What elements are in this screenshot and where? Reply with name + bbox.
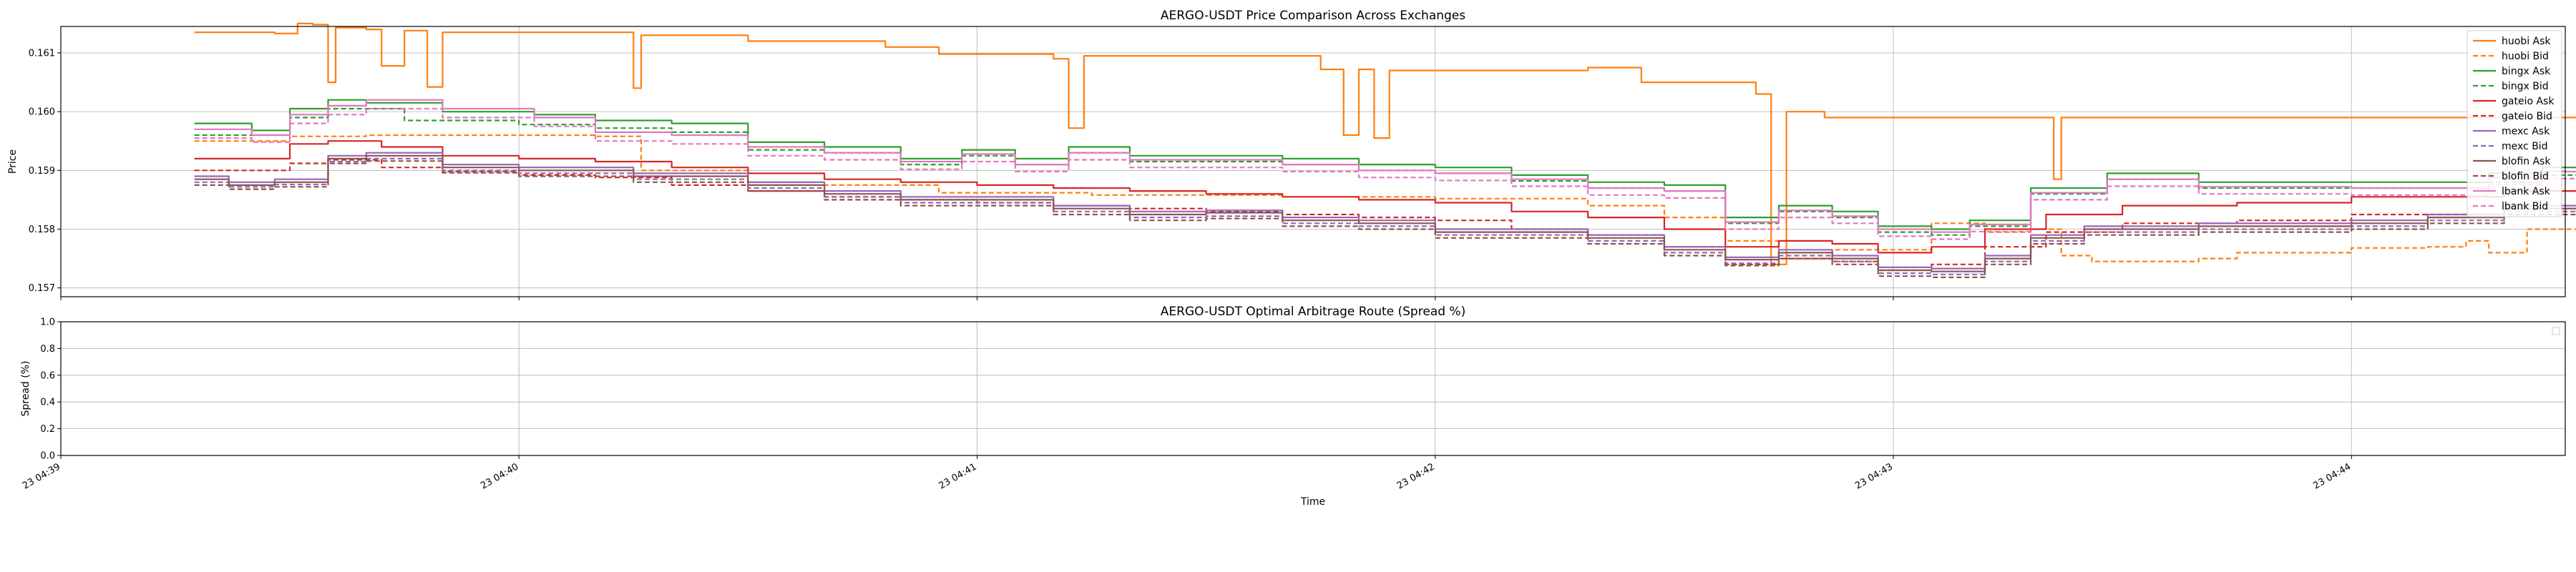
legend-label: bingx Ask [2502, 66, 2551, 77]
empty-legend-box [2552, 327, 2560, 335]
price-y-tick-label: 0.159 [29, 166, 55, 177]
legend-label: huobi Ask [2502, 36, 2551, 47]
series-line-mexc-ask [194, 152, 2576, 270]
price-chart-frame [60, 26, 2566, 297]
legend-label: lbank Bid [2502, 201, 2548, 212]
spread-chart-frame [60, 321, 2566, 456]
spread-chart-title: AERGO-USDT Optimal Arbitrage Route (Spre… [1161, 305, 1465, 319]
series-line-gateio-bid [194, 159, 2576, 272]
spread-y-tick-label: 0.6 [40, 370, 55, 381]
price-chart-legend: huobi Ask huobi Bid bingx Ask bingx Bid gate… [2467, 30, 2562, 217]
series-line-blofin-ask [194, 154, 2576, 272]
legend-label: mexc Ask [2502, 126, 2550, 137]
price-chart-grid [60, 26, 2565, 297]
price-chart-x-ticks [60, 297, 2352, 300]
legend-label: blofin Ask [2502, 156, 2551, 167]
series-line-blofin-bid [194, 160, 2576, 278]
price-y-tick-label: 0.158 [29, 225, 55, 235]
legend-label: mexc Bid [2502, 141, 2548, 152]
series-line-lbank-bid [194, 107, 2576, 240]
spread-y-axis-label: Spread (%) [20, 361, 31, 417]
spread-y-tick-label: 0.4 [40, 398, 55, 408]
spread-chart-y-ticks: 0.0 0.2 0.4 0.6 0.8 1.0 [40, 317, 61, 462]
series-line-bingx-ask [194, 99, 2576, 230]
legend-label: lbank Ask [2502, 186, 2551, 197]
spread-y-tick-label: 0.0 [40, 451, 55, 462]
series-line-gateio-ask [194, 140, 2576, 254]
time-x-axis-label: Time [1300, 496, 1325, 508]
spread-y-tick-label: 1.0 [40, 317, 55, 328]
spread-y-tick-label: 0.8 [40, 344, 55, 355]
legend-box [2467, 30, 2562, 217]
legend-label: gateio Bid [2502, 111, 2552, 122]
price-y-tick-label: 0.157 [29, 283, 55, 294]
price-chart-series [194, 22, 2576, 278]
price-chart-title: AERGO-USDT Price Comparison Across Excha… [1161, 9, 1465, 23]
price-chart-y-ticks: 0.157 0.158 0.159 0.160 0.161 [29, 48, 61, 294]
legend-label: bingx Bid [2502, 81, 2549, 92]
legend-label: huobi Bid [2502, 51, 2549, 62]
price-y-tick-label: 0.160 [29, 107, 55, 118]
price-y-axis-label: Price [7, 149, 19, 174]
legend-label: blofin Bid [2502, 171, 2549, 182]
legend-label: gateio Ask [2502, 96, 2555, 107]
spread-y-tick-label: 0.2 [40, 424, 55, 435]
price-comparison-panel: AERGO-USDT Price Comparison Across Excha… [7, 9, 2576, 300]
price-y-tick-label: 0.161 [29, 48, 55, 59]
series-line-huobi-ask [194, 22, 2576, 265]
